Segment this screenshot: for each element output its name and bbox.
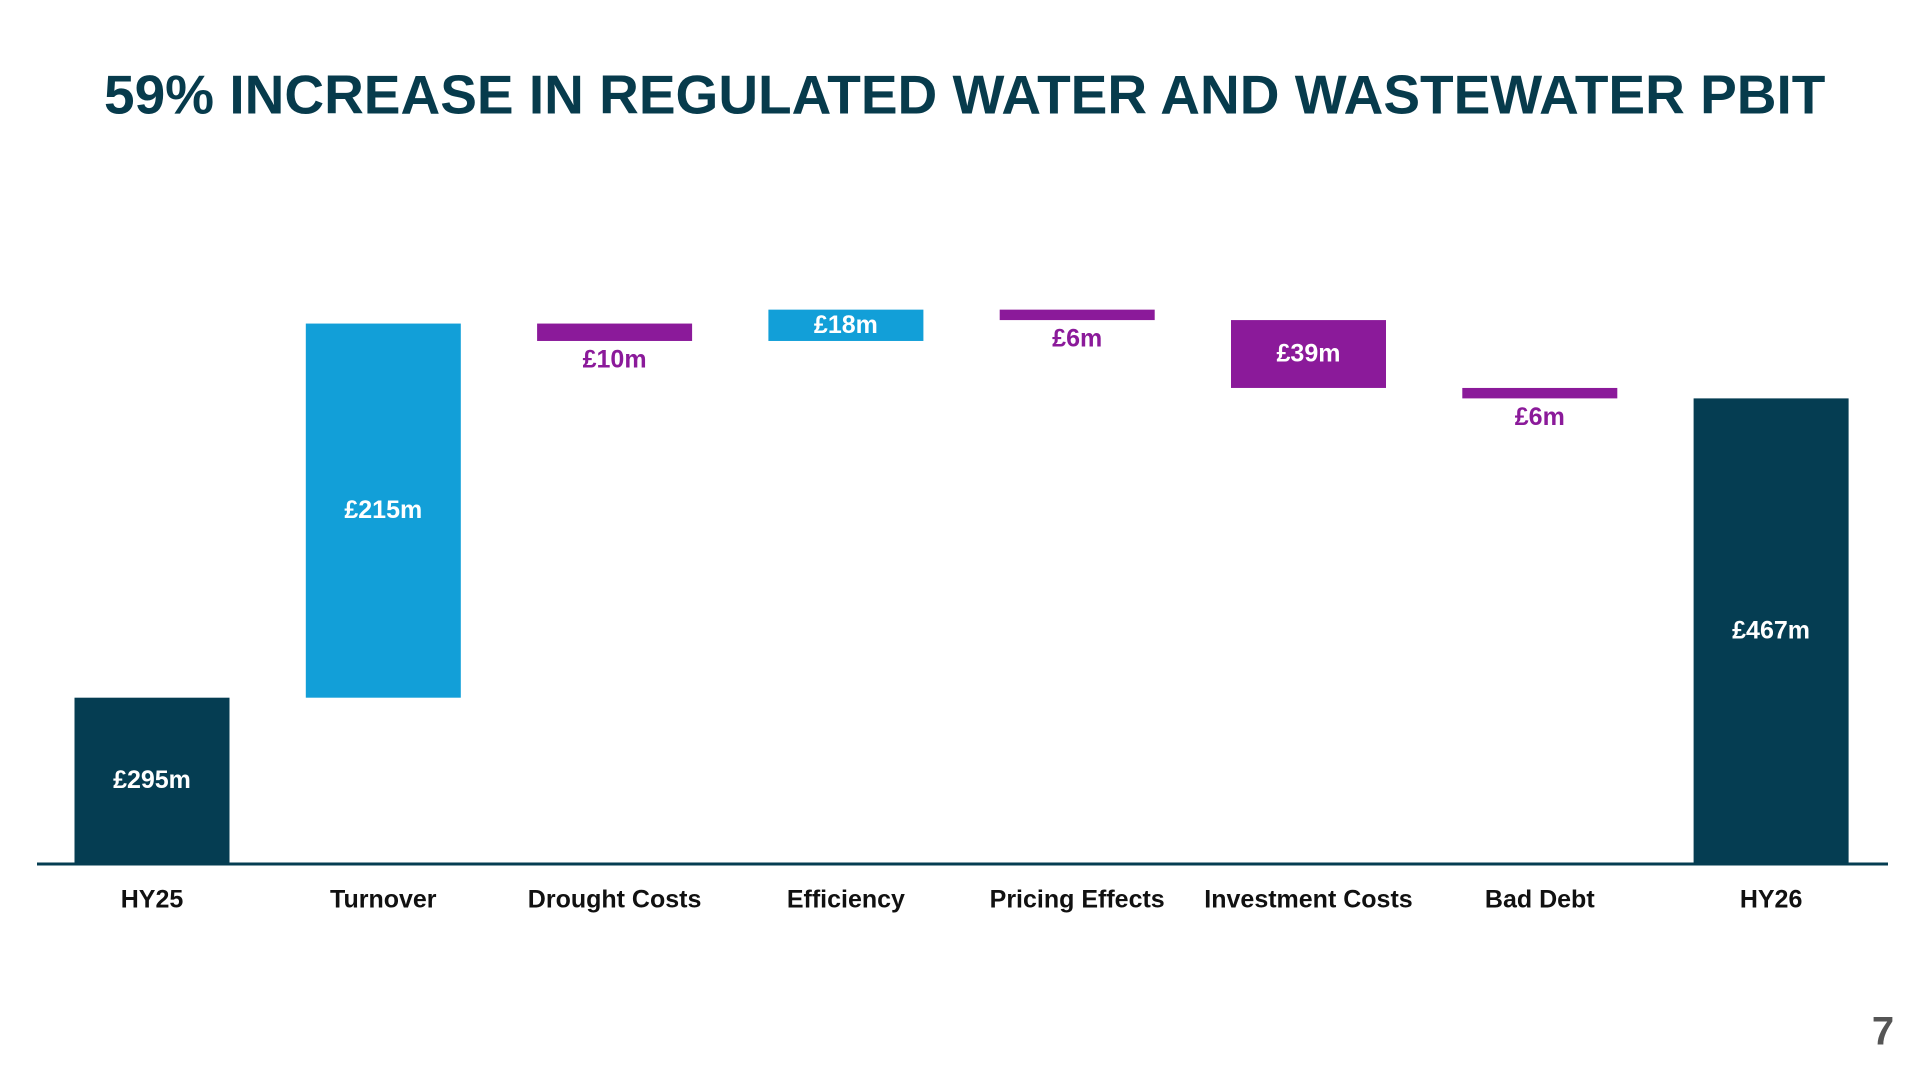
page-number: 7 bbox=[1872, 1010, 1894, 1054]
value-label: £18m bbox=[814, 311, 878, 339]
bar bbox=[74, 697, 230, 863]
value-label: £467m bbox=[1732, 616, 1810, 644]
bar bbox=[1231, 320, 1386, 388]
value-label: £6m bbox=[1515, 403, 1565, 431]
x-tick-label: Pricing Effects bbox=[990, 886, 1165, 914]
x-tick-label: HY26 bbox=[1740, 886, 1803, 914]
value-label: £6m bbox=[1052, 325, 1102, 353]
bar bbox=[1462, 387, 1618, 399]
bar bbox=[305, 323, 461, 698]
x-tick-label: Investment Costs bbox=[1204, 886, 1412, 914]
value-label: £39m bbox=[1277, 340, 1341, 368]
x-tick-label: Drought Costs bbox=[528, 886, 702, 914]
bar bbox=[1693, 398, 1849, 863]
bar bbox=[537, 323, 693, 341]
chart-title: 59% INCREASE IN REGULATED WATER AND WAST… bbox=[104, 64, 1825, 126]
value-label: £295m bbox=[113, 766, 191, 794]
x-tick-label: Bad Debt bbox=[1485, 886, 1595, 914]
x-tick-label: Efficiency bbox=[787, 886, 905, 914]
value-label: £10m bbox=[583, 346, 647, 374]
bar bbox=[768, 309, 924, 341]
x-tick-label: Turnover bbox=[330, 886, 437, 914]
value-label: £215m bbox=[344, 496, 422, 524]
x-tick-label: HY25 bbox=[121, 886, 184, 914]
bar bbox=[999, 309, 1155, 321]
